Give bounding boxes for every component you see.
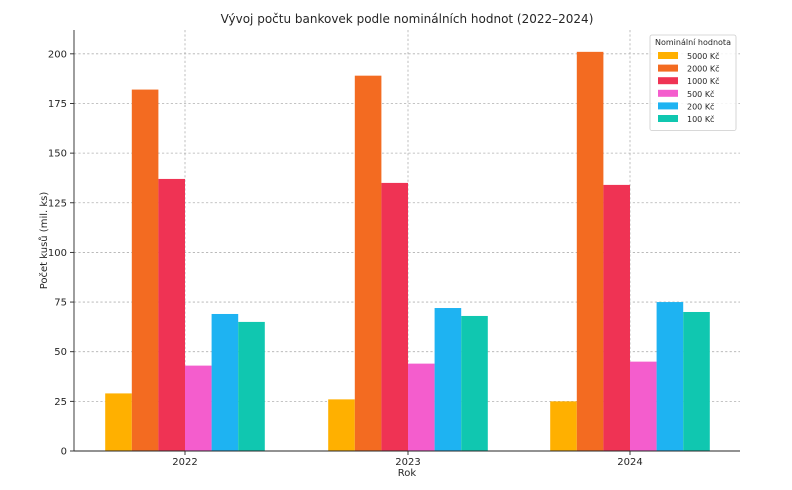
legend-label: 5000 Kč [687,51,720,61]
bars [105,51,710,452]
bar-1000-kč-2022 [158,178,185,452]
y-ticks: 0 25 50 75 100 125 150 175 200 [48,49,74,458]
x-ticks: 2022 2023 2024 [172,451,643,468]
legend-label: 200 Kč [687,101,714,111]
bar-500-kč-2023 [408,363,435,451]
legend-title: Nominální hodnota [655,38,731,47]
bar-100-kč-2023 [461,315,488,451]
legend-swatch [658,77,678,85]
y-tick-label: 75 [54,298,67,309]
y-tick-label: 50 [54,347,67,358]
x-tick-label: 2022 [172,457,197,468]
bar-1000-kč-2024 [603,184,630,451]
legend-swatch [658,102,678,110]
legend-label: 100 Kč [687,114,714,124]
bar-500-kč-2022 [185,365,212,451]
y-axis-label: Počet kusů (mil. ks) [38,192,50,290]
legend-label: 2000 Kč [687,64,720,74]
legend-item: 500 Kč [658,89,714,99]
x-tick-label: 2024 [617,457,642,468]
y-tick-label: 150 [48,149,67,160]
legend-swatch [658,115,678,122]
bar-5000-kč-2024 [550,401,577,451]
legend-swatch [658,64,678,72]
legend-item: 100 Kč [658,114,714,124]
legend-label: 500 Kč [687,89,714,99]
bar-200-kč-2024 [656,302,684,451]
bar-2000-kč-2024 [576,51,604,452]
bar-5000-kč-2022 [105,393,132,451]
bar-200-kč-2022 [211,313,239,451]
bar-2000-kč-2023 [354,75,382,451]
bar-500-kč-2024 [630,361,657,451]
legend-label: 1000 Kč [687,76,720,86]
legend-swatch [658,89,678,97]
x-tick-label: 2023 [395,457,420,468]
y-tick-label: 0 [61,447,67,458]
legend-item: 2000 Kč [658,64,720,74]
y-tick-label: 25 [54,397,67,408]
y-tick-label: 175 [48,99,67,110]
bar-1000-kč-2023 [381,182,408,451]
legend-item: 200 Kč [658,101,714,111]
y-tick-label: 100 [48,248,67,259]
y-tick-label: 125 [48,198,67,209]
legend-swatch [658,52,678,59]
bar-5000-kč-2023 [328,399,355,451]
bar-100-kč-2022 [238,321,265,451]
bar-200-kč-2023 [434,308,462,451]
y-tick-label: 200 [48,49,67,60]
bar-100-kč-2024 [683,311,710,451]
chart-title: Vývoj počtu bankovek podle nominálních h… [221,12,594,26]
legend-items: 5000 Kč 2000 Kč 1000 Kč 500 Kč 200 Kč 100 Kč [658,51,720,124]
legend-item: 5000 Kč [658,51,720,61]
x-axis-label: Rok [398,468,417,479]
legend-item: 1000 Kč [658,76,720,86]
bar-2000-kč-2022 [131,89,159,451]
